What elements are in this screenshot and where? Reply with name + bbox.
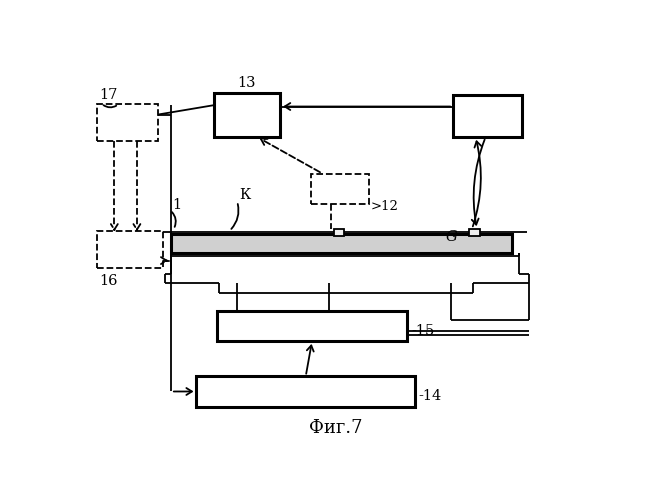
Text: 13: 13 (237, 76, 256, 90)
Text: -14: -14 (419, 388, 441, 402)
Bar (97, 104, 158, 141)
Text: 16: 16 (99, 274, 117, 288)
Bar (334, 229, 344, 236)
Bar (196, 376, 415, 406)
Bar (453, 94, 522, 137)
Text: Фиг.7: Фиг.7 (310, 418, 363, 436)
Text: К: К (239, 188, 251, 202)
Bar (311, 174, 369, 204)
Bar (216, 311, 407, 341)
Text: 17: 17 (99, 88, 117, 102)
Bar (171, 234, 512, 252)
Bar (97, 232, 163, 268)
Text: 1: 1 (173, 198, 182, 212)
Text: >12: >12 (371, 200, 399, 213)
Text: G: G (445, 230, 457, 244)
Text: -15: -15 (411, 324, 434, 338)
Bar (214, 92, 280, 137)
Bar (470, 229, 480, 236)
